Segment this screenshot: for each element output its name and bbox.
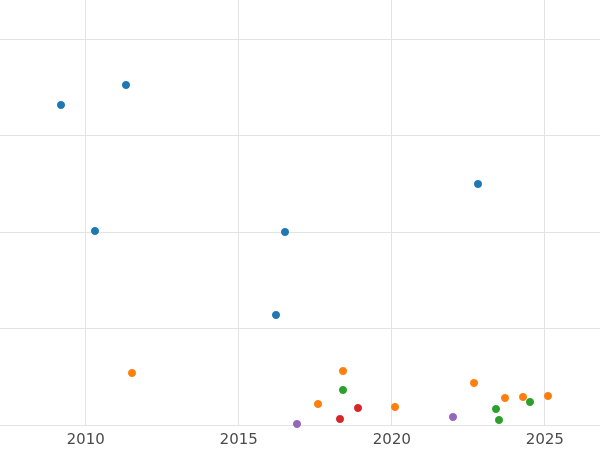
data-point-series-green — [494, 416, 503, 425]
data-point-series-blue — [90, 227, 99, 236]
x-tick-label: 2025 — [525, 430, 564, 448]
data-point-series-orange — [127, 368, 136, 377]
data-point-series-green — [525, 397, 534, 406]
data-point-series-blue — [271, 311, 280, 320]
gridline-horizontal — [0, 328, 600, 330]
data-point-series-blue — [280, 228, 289, 237]
gridline-vertical — [85, 0, 87, 425]
data-point-series-orange — [390, 402, 399, 411]
x-tick-label: 2015 — [219, 430, 258, 448]
data-point-series-orange — [519, 393, 528, 402]
data-point-series-blue — [473, 180, 482, 189]
data-point-series-purple — [449, 413, 458, 422]
data-point-series-green — [338, 386, 347, 395]
data-point-series-orange — [501, 394, 510, 403]
gridline-vertical — [238, 0, 240, 425]
data-point-series-green — [491, 404, 500, 413]
gridline-horizontal — [0, 135, 600, 137]
x-tick-label: 2020 — [372, 430, 411, 448]
data-point-series-orange — [543, 392, 552, 401]
data-point-series-red — [335, 415, 344, 424]
x-tick-label: 2010 — [66, 430, 105, 448]
data-point-series-purple — [292, 420, 301, 429]
gridline-horizontal — [0, 39, 600, 40]
data-point-series-orange — [338, 367, 347, 376]
x-axis: 2010 2015 2020 2025 — [0, 426, 600, 450]
gridline-vertical — [544, 0, 546, 425]
data-point-series-orange — [314, 399, 323, 408]
data-point-series-red — [354, 403, 363, 412]
gridline-horizontal — [0, 231, 600, 233]
plot-area — [0, 0, 600, 429]
data-point-series-orange — [470, 378, 479, 387]
data-point-series-blue — [121, 80, 130, 89]
data-point-series-blue — [57, 101, 66, 110]
gridline-vertical — [391, 0, 393, 425]
